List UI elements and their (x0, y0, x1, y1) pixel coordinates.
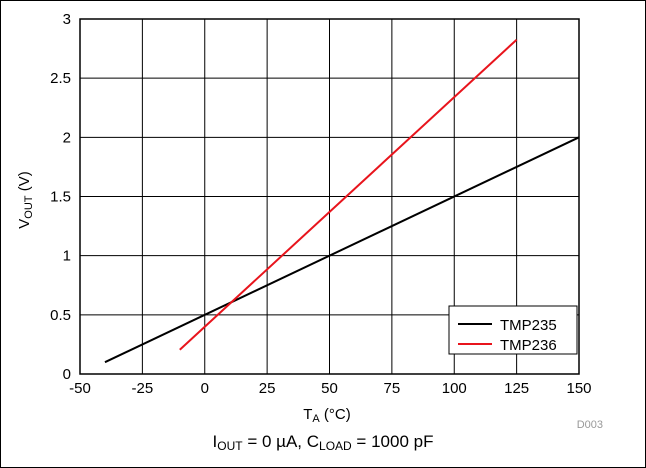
x-tick-label: 0 (201, 380, 209, 397)
legend-label-tmp236: TMP236 (500, 337, 557, 354)
series-line-tmp235 (104, 136, 580, 364)
legend-box (448, 305, 578, 355)
x-tick-label: 150 (566, 380, 591, 397)
y-axis-label-unit: (V) (16, 171, 33, 195)
caption: IOUT = 0 µA, CLOAD = 1000 pF (0, 432, 646, 453)
y-tick-label: 0.5 (50, 307, 71, 324)
x-axis-label-unit: (°C) (320, 406, 351, 423)
tick-labels: -50 -25 0 25 50 75 100 125 150 0 0.5 1 1.5 2 2.5 3 (50, 11, 591, 397)
caption-i: I (212, 432, 218, 451)
x-tick-label: 50 (321, 380, 338, 397)
y-axis-label: VOUT (V) (16, 171, 35, 228)
caption-c-subscript: LOAD (319, 439, 352, 453)
legend: TMP235 TMP236 (448, 305, 578, 355)
x-tick-label: 75 (384, 380, 401, 397)
y-tick-label: 0 (63, 366, 71, 383)
x-tick-label: 25 (259, 380, 276, 397)
y-tick-label: 3 (63, 11, 71, 28)
y-axis-label-subscript: OUT (23, 195, 35, 219)
caption-i-value: = 0 µA, C (242, 432, 320, 451)
series-line-tmp236 (179, 38, 518, 351)
x-axis-label-subscript: A (312, 413, 320, 425)
y-tick-label: 1 (63, 248, 71, 265)
series-lines (104, 38, 580, 364)
x-tick-label: -25 (132, 380, 154, 397)
y-tick-label: 2 (63, 129, 71, 146)
x-tick-label: 125 (504, 380, 529, 397)
x-axis-label: TA (°C) (303, 406, 351, 425)
legend-label-tmp235: TMP235 (500, 317, 557, 334)
caption-i-subscript: OUT (217, 439, 243, 453)
figure-id: D003 (577, 419, 603, 431)
caption-c-value: = 1000 pF (351, 432, 434, 451)
plot-area-border (79, 18, 580, 375)
x-tick-label: -50 (69, 380, 91, 397)
y-tick-label: 2.5 (50, 70, 71, 87)
x-tick-label: 100 (442, 380, 467, 397)
y-tick-label: 1.5 (50, 189, 71, 206)
